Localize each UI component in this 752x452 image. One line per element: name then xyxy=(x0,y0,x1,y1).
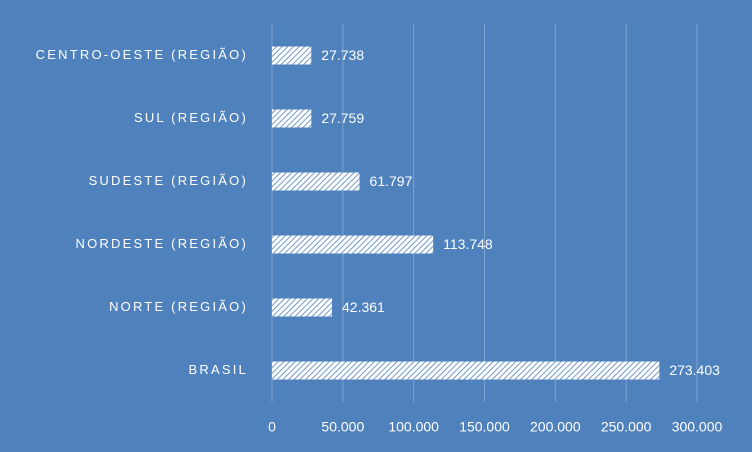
value-label: 27.759 xyxy=(321,110,364,126)
value-label: 61.797 xyxy=(370,173,413,189)
bar xyxy=(272,46,312,65)
bar xyxy=(272,109,312,128)
x-tick-label: 150.000 xyxy=(459,419,510,435)
y-tick-label: SUDESTE (REGIÃO) xyxy=(89,173,248,188)
y-tick-label: NORDESTE (REGIÃO) xyxy=(76,236,248,251)
y-tick-label: SUL (REGIÃO) xyxy=(134,110,248,125)
bar xyxy=(272,298,333,317)
y-tick-label: NORTE (REGIÃO) xyxy=(109,299,248,314)
value-label: 273.403 xyxy=(669,362,720,378)
x-tick-label: 300.000 xyxy=(672,419,723,435)
x-tick-label: 200.000 xyxy=(530,419,581,435)
y-tick-label: CENTRO-OESTE (REGIÃO) xyxy=(36,47,248,62)
x-tick-label: 0 xyxy=(268,419,276,435)
value-label: 27.738 xyxy=(321,47,364,63)
value-label: 113.748 xyxy=(443,236,493,252)
x-tick-label: 50.000 xyxy=(321,419,364,435)
y-tick-label: BRASIL xyxy=(189,362,248,377)
x-tick-label: 250.000 xyxy=(601,419,652,435)
bar xyxy=(272,235,434,254)
bar xyxy=(272,172,360,191)
bar xyxy=(272,361,660,380)
x-tick-label: 100.000 xyxy=(388,419,439,435)
value-label: 42.361 xyxy=(342,299,385,315)
